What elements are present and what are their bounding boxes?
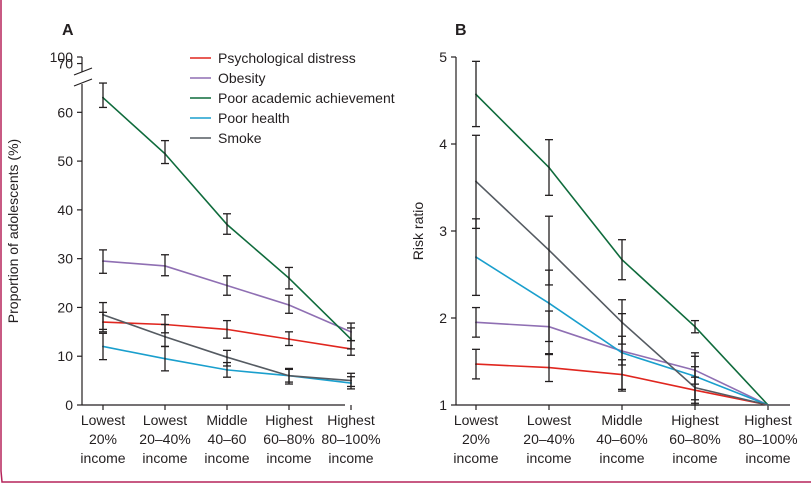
x-tick-label: Lowest xyxy=(527,412,571,428)
x-tick-label: Middle xyxy=(206,412,247,428)
x-tick-label: 60–80% xyxy=(263,431,314,447)
axis-break-mark xyxy=(73,78,93,87)
x-tick-label: income xyxy=(453,450,498,466)
x-tick-label: 20–40% xyxy=(139,431,190,447)
x-tick-label: 20–40% xyxy=(523,431,574,447)
y-tick-label: 0 xyxy=(65,397,73,413)
y-tick-label: 4 xyxy=(439,136,447,152)
y-tick-label: 30 xyxy=(57,251,73,267)
x-tick-label: 40–60 xyxy=(208,431,247,447)
x-tick-label: income xyxy=(526,450,571,466)
panel-label: B xyxy=(455,22,467,39)
y-tick-label: 60 xyxy=(57,104,73,120)
y-tick-label: 2 xyxy=(439,310,447,326)
y-tick-label: 1 xyxy=(439,397,447,413)
x-tick-label: income xyxy=(266,450,311,466)
x-tick-label: Lowest xyxy=(143,412,187,428)
y-axis-label: Risk ratio xyxy=(410,202,426,261)
x-tick-label: income xyxy=(328,450,373,466)
x-tick-label: Highest xyxy=(671,412,719,428)
x-tick-label: 80–100% xyxy=(738,431,797,447)
x-tick-label: 60–80% xyxy=(669,431,720,447)
legend-label: Poor academic achievement xyxy=(218,90,395,106)
x-tick-label: income xyxy=(204,450,249,466)
x-tick-label: 20% xyxy=(89,431,117,447)
x-tick-label: Highest xyxy=(744,412,792,428)
legend-label: Smoke xyxy=(218,130,262,146)
legend-label: Psychological distress xyxy=(218,50,356,66)
legend-label: Poor health xyxy=(218,110,290,126)
x-tick-label: income xyxy=(599,450,644,466)
y-axis-label: Proportion of adolescents (%) xyxy=(5,139,21,323)
y-tick-label: 3 xyxy=(439,223,447,239)
x-tick-label: Highest xyxy=(265,412,313,428)
x-tick-label: income xyxy=(142,450,187,466)
y-tick-label: 40 xyxy=(57,202,73,218)
panel-label: A xyxy=(62,22,74,39)
y-tick-label: 100 xyxy=(50,49,74,65)
x-tick-label: Lowest xyxy=(81,412,125,428)
axis-break-mark xyxy=(73,67,93,76)
y-tick-label: 5 xyxy=(439,49,447,65)
x-tick-label: income xyxy=(672,450,717,466)
y-tick-label: 70 xyxy=(57,56,73,72)
y-tick-label: 10 xyxy=(57,348,73,364)
y-tick-label: 20 xyxy=(57,299,73,315)
legend-label: Obesity xyxy=(218,70,265,86)
x-tick-label: 40–60% xyxy=(596,431,647,447)
x-tick-label: Middle xyxy=(601,412,642,428)
x-tick-label: income xyxy=(745,450,790,466)
y-tick-label: 50 xyxy=(57,153,73,169)
x-tick-label: 20% xyxy=(462,431,490,447)
x-tick-label: Lowest xyxy=(454,412,498,428)
x-tick-label: 80–100% xyxy=(321,431,380,447)
x-tick-label: Highest xyxy=(327,412,375,428)
data-point xyxy=(767,404,769,406)
x-tick-label: income xyxy=(80,450,125,466)
